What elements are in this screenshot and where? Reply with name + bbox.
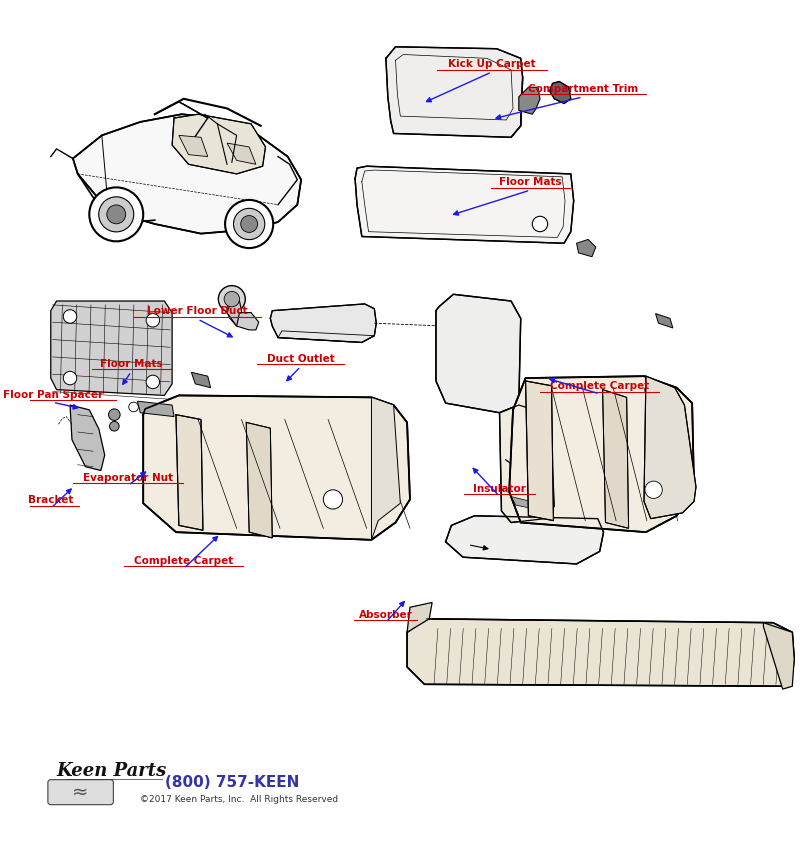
Polygon shape — [191, 372, 210, 388]
Polygon shape — [526, 381, 554, 521]
Text: ≈: ≈ — [73, 783, 89, 802]
Circle shape — [218, 286, 246, 313]
Polygon shape — [270, 304, 376, 342]
Text: Floor Mats: Floor Mats — [499, 177, 562, 187]
Polygon shape — [518, 87, 540, 114]
Polygon shape — [143, 396, 410, 540]
Circle shape — [146, 375, 159, 389]
Text: Lower Floor Duct: Lower Floor Duct — [147, 307, 248, 316]
Text: Complete Carpet: Complete Carpet — [550, 381, 650, 391]
Text: Absorber: Absorber — [358, 610, 412, 620]
Circle shape — [224, 291, 239, 307]
Text: Bracket: Bracket — [29, 495, 74, 505]
Text: Evaporator Nut: Evaporator Nut — [83, 473, 174, 483]
Text: ©2017 Keen Parts, Inc.  All Rights Reserved: ©2017 Keen Parts, Inc. All Rights Reserv… — [141, 796, 338, 804]
Text: Floor Mats: Floor Mats — [100, 359, 162, 369]
Polygon shape — [407, 619, 794, 686]
Circle shape — [234, 208, 265, 239]
Circle shape — [107, 205, 126, 224]
Text: Duct Outlet: Duct Outlet — [267, 353, 334, 364]
Text: Compartment Trim: Compartment Trim — [528, 84, 638, 94]
Polygon shape — [602, 390, 629, 528]
Circle shape — [241, 215, 258, 232]
Polygon shape — [179, 136, 208, 156]
Polygon shape — [70, 405, 105, 471]
Polygon shape — [763, 623, 794, 689]
Circle shape — [645, 481, 662, 499]
Polygon shape — [509, 376, 694, 532]
Text: (800) 757-KEEN: (800) 757-KEEN — [165, 775, 299, 790]
Circle shape — [90, 187, 143, 241]
Circle shape — [98, 197, 134, 232]
Polygon shape — [73, 114, 301, 233]
Polygon shape — [50, 301, 172, 396]
Polygon shape — [138, 401, 174, 416]
FancyBboxPatch shape — [48, 779, 114, 804]
Polygon shape — [237, 313, 258, 330]
Polygon shape — [227, 143, 256, 164]
Polygon shape — [577, 239, 596, 257]
Circle shape — [110, 422, 119, 431]
Circle shape — [225, 200, 274, 248]
Polygon shape — [371, 397, 400, 540]
Circle shape — [63, 372, 77, 384]
Circle shape — [146, 314, 159, 327]
Polygon shape — [550, 81, 571, 104]
Polygon shape — [499, 405, 554, 523]
Circle shape — [109, 409, 120, 421]
Circle shape — [532, 216, 548, 232]
Polygon shape — [246, 422, 272, 538]
Circle shape — [63, 309, 77, 323]
Polygon shape — [172, 114, 266, 174]
Polygon shape — [355, 166, 574, 244]
Polygon shape — [407, 602, 432, 632]
Polygon shape — [227, 301, 243, 326]
Circle shape — [323, 490, 342, 509]
Polygon shape — [386, 47, 522, 137]
Circle shape — [129, 402, 138, 412]
Polygon shape — [446, 516, 603, 564]
Polygon shape — [436, 295, 521, 413]
Text: Kick Up Carpet: Kick Up Carpet — [448, 60, 536, 69]
Polygon shape — [644, 376, 696, 518]
Text: Floor Pan Spacer: Floor Pan Spacer — [2, 390, 102, 399]
Polygon shape — [176, 415, 203, 530]
Text: Complete Carpet: Complete Carpet — [134, 556, 234, 566]
Polygon shape — [511, 497, 535, 509]
Text: Keen Parts: Keen Parts — [56, 762, 166, 780]
Polygon shape — [655, 314, 673, 328]
Text: Insulator: Insulator — [473, 484, 526, 493]
